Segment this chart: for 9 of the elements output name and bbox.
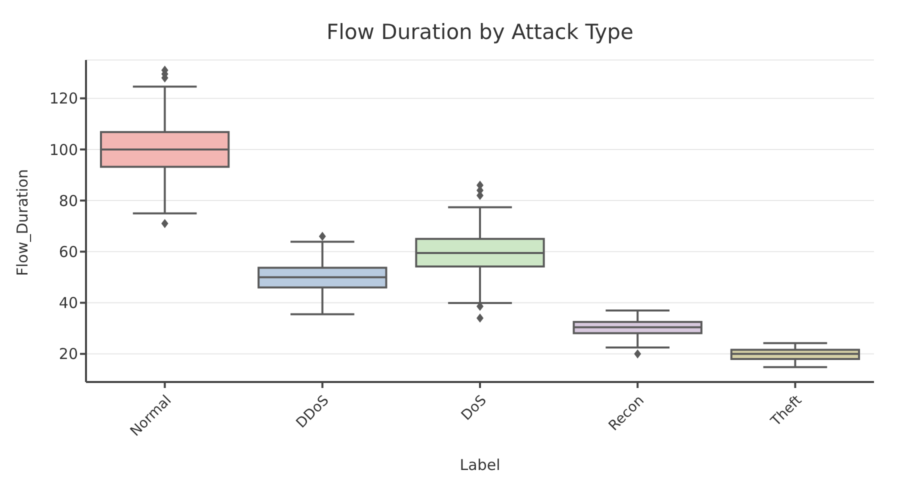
y-tick-label: 100	[49, 140, 78, 159]
y-axis-title: Flow_Duration	[13, 169, 32, 276]
y-tick-label: 20	[58, 345, 78, 364]
y-tick-label: 80	[58, 192, 78, 210]
x-axis-title: Label	[460, 456, 500, 474]
y-tick-label: 40	[58, 294, 78, 312]
y-tick-label: 120	[49, 90, 78, 108]
chart-title: Flow Duration by Attack Type	[326, 20, 634, 44]
y-tick-label: 60	[58, 242, 78, 261]
